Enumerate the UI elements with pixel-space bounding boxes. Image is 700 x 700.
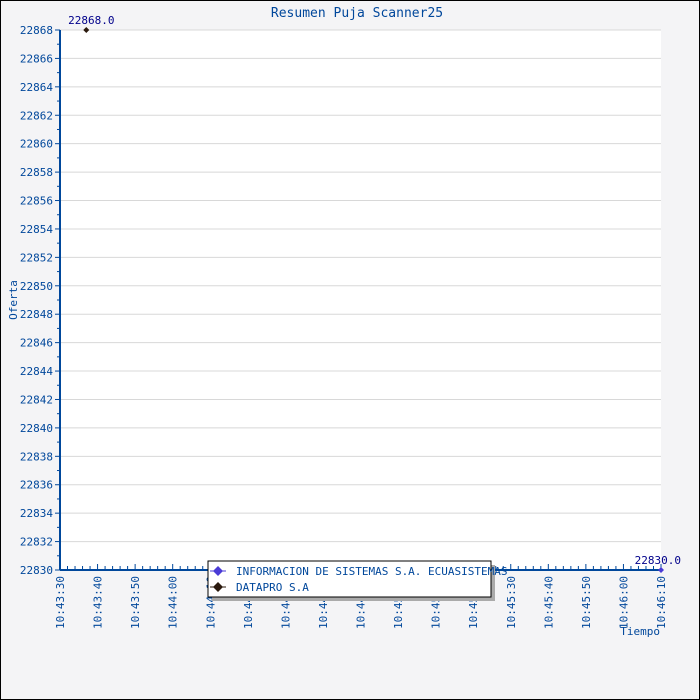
data-label: 22868.0	[68, 14, 114, 27]
data-point	[83, 27, 90, 33]
x-axis-label: Tiempo	[620, 625, 660, 638]
y-tick-label: 22842	[20, 393, 53, 406]
y-tick-label: 22856	[20, 195, 53, 208]
y-tick-label: 22852	[20, 251, 53, 264]
y-tick-label: 22840	[20, 422, 53, 435]
y-tick-label: 22858	[20, 166, 53, 179]
y-tick-label: 22844	[20, 365, 53, 378]
y-tick-label: 22850	[20, 280, 53, 293]
plot-area	[60, 30, 661, 570]
data-label: 22830.0	[635, 554, 681, 567]
legend	[207, 560, 492, 598]
y-tick-label: 22854	[20, 223, 53, 236]
y-tick-label: 22866	[20, 52, 53, 65]
legend-marker	[213, 582, 223, 592]
y-tick-label: 22846	[20, 337, 53, 350]
y-tick-label: 22830	[20, 564, 53, 577]
y-tick-label: 22836	[20, 479, 53, 492]
data-point	[658, 567, 664, 573]
y-tick-label: 22832	[20, 536, 53, 549]
chart-title: Resumen Puja Scanner25	[271, 6, 443, 21]
x-tick-label: 10:45:30	[505, 576, 518, 629]
y-axis-label: Oferta	[7, 280, 20, 320]
legend-entry: INFORMACION DE SISTEMAS S.A. ECUASISTEMA…	[236, 565, 508, 578]
y-tick-label: 22848	[20, 308, 53, 321]
legend-marker	[213, 566, 223, 576]
x-tick-label: 10:45:50	[580, 576, 593, 629]
y-tick-label: 22862	[20, 109, 53, 122]
y-tick-label: 22868	[20, 24, 53, 37]
y-tick-label: 22838	[20, 450, 53, 463]
x-tick-label: 10:45:40	[542, 576, 555, 629]
x-tick-label: 10:46:10	[655, 576, 668, 629]
legend-entry: DATAPRO S.A	[236, 581, 309, 594]
y-tick-label: 22864	[20, 81, 53, 94]
x-tick-label: 10:46:00	[617, 576, 630, 629]
x-tick-label: 10:43:50	[129, 576, 142, 629]
x-tick-label: 10:43:40	[92, 576, 105, 629]
x-tick-label: 10:43:30	[54, 576, 67, 629]
y-tick-label: 22860	[20, 138, 53, 151]
x-tick-label: 10:44:00	[167, 576, 180, 629]
y-tick-label: 22834	[20, 507, 53, 520]
